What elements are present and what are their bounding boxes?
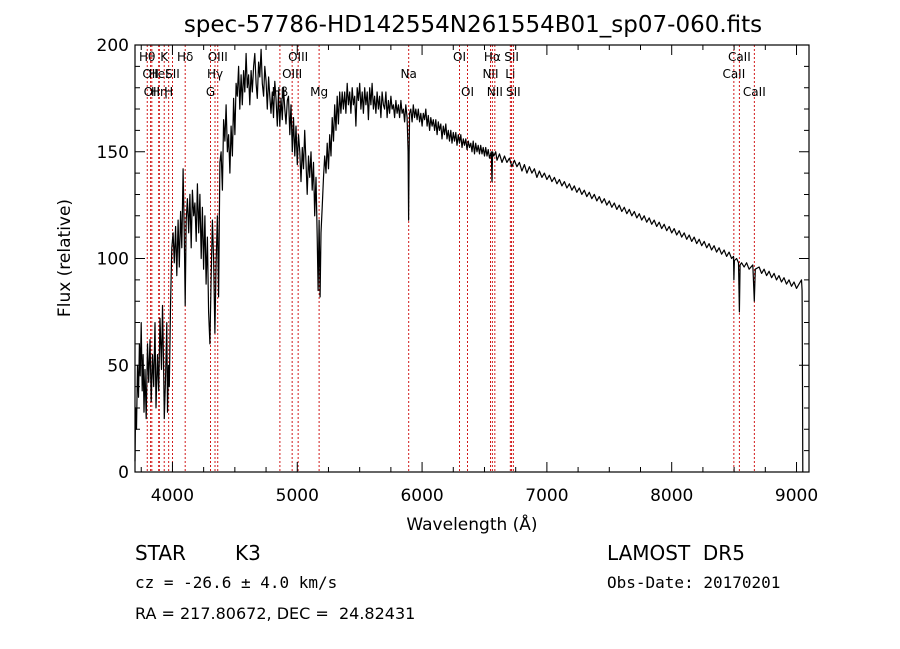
line-marker-label: Hθ <box>139 50 155 64</box>
line-marker-label: Na <box>401 67 417 81</box>
line-marker-label: SII <box>504 50 519 64</box>
object-class: STAR <box>135 541 186 565</box>
line-marker-label: SII <box>506 85 521 99</box>
line-marker-label: OII <box>144 85 161 99</box>
line-marker-label: Hη <box>151 85 168 99</box>
line-marker-label: OIII <box>282 67 302 81</box>
line-marker-label: K <box>160 50 169 64</box>
object-subclass: K3 <box>235 541 261 565</box>
x-tick-label: 4000 <box>151 486 194 506</box>
x-tick-label: 7000 <box>525 486 568 506</box>
line-marker-label: Mg <box>310 85 328 99</box>
y-tick-label: 200 <box>97 36 129 56</box>
x-tick-label: 6000 <box>400 486 443 506</box>
line-marker-label: OII <box>142 67 159 81</box>
line-marker-label: Li <box>505 67 515 81</box>
line-marker-label: OI <box>461 85 474 99</box>
line-marker-label: OIII <box>288 50 308 64</box>
x-axis-label: Wavelength (Å) <box>406 513 537 535</box>
line-marker-label: SII <box>165 67 180 81</box>
chart-title: spec-57786-HD142554N261554B01_sp07-060.f… <box>184 12 762 38</box>
line-marker-label: NII <box>487 85 503 99</box>
redshift-readout: cz = -26.6 ± 4.0 km/s <box>135 573 338 592</box>
line-marker-label: NII <box>482 67 498 81</box>
obs-date: Obs-Date: 20170201 <box>607 573 781 592</box>
line-marker-label: CaII <box>743 85 766 99</box>
x-tick-label: 8000 <box>650 486 693 506</box>
line-marker-label: Hγ <box>207 67 223 81</box>
line-marker-label: CaII <box>728 50 751 64</box>
survey-label: LAMOST DR5 <box>607 541 745 565</box>
coordinates: RA = 217.80672, DEC = 24.82431 <box>135 604 416 623</box>
spectrum-line <box>134 48 804 473</box>
y-tick-label: 50 <box>107 356 129 376</box>
x-tick-label: 9000 <box>775 486 818 506</box>
line-marker-label: G <box>206 85 215 99</box>
y-tick-label: 150 <box>97 143 129 163</box>
x-tick-label: 5000 <box>276 486 319 506</box>
line-marker-label: Hδ <box>177 50 193 64</box>
line-marker-label: Hα <box>484 50 501 64</box>
y-tick-label: 0 <box>118 463 129 483</box>
line-marker-label: CaII <box>722 67 745 81</box>
line-marker-label: H <box>164 85 173 99</box>
y-axis-label: Flux (relative) <box>55 199 75 317</box>
line-marker-label: OIII <box>208 50 228 64</box>
y-axis-ticks: 0 50 100 150 200 <box>97 36 809 483</box>
y-tick-label: 100 <box>97 250 129 270</box>
line-marker-label: HeI <box>149 67 169 81</box>
line-marker-label: OI <box>453 50 466 64</box>
x-axis-ticks: 4000 5000 6000 7000 8000 9000 <box>140 45 818 506</box>
